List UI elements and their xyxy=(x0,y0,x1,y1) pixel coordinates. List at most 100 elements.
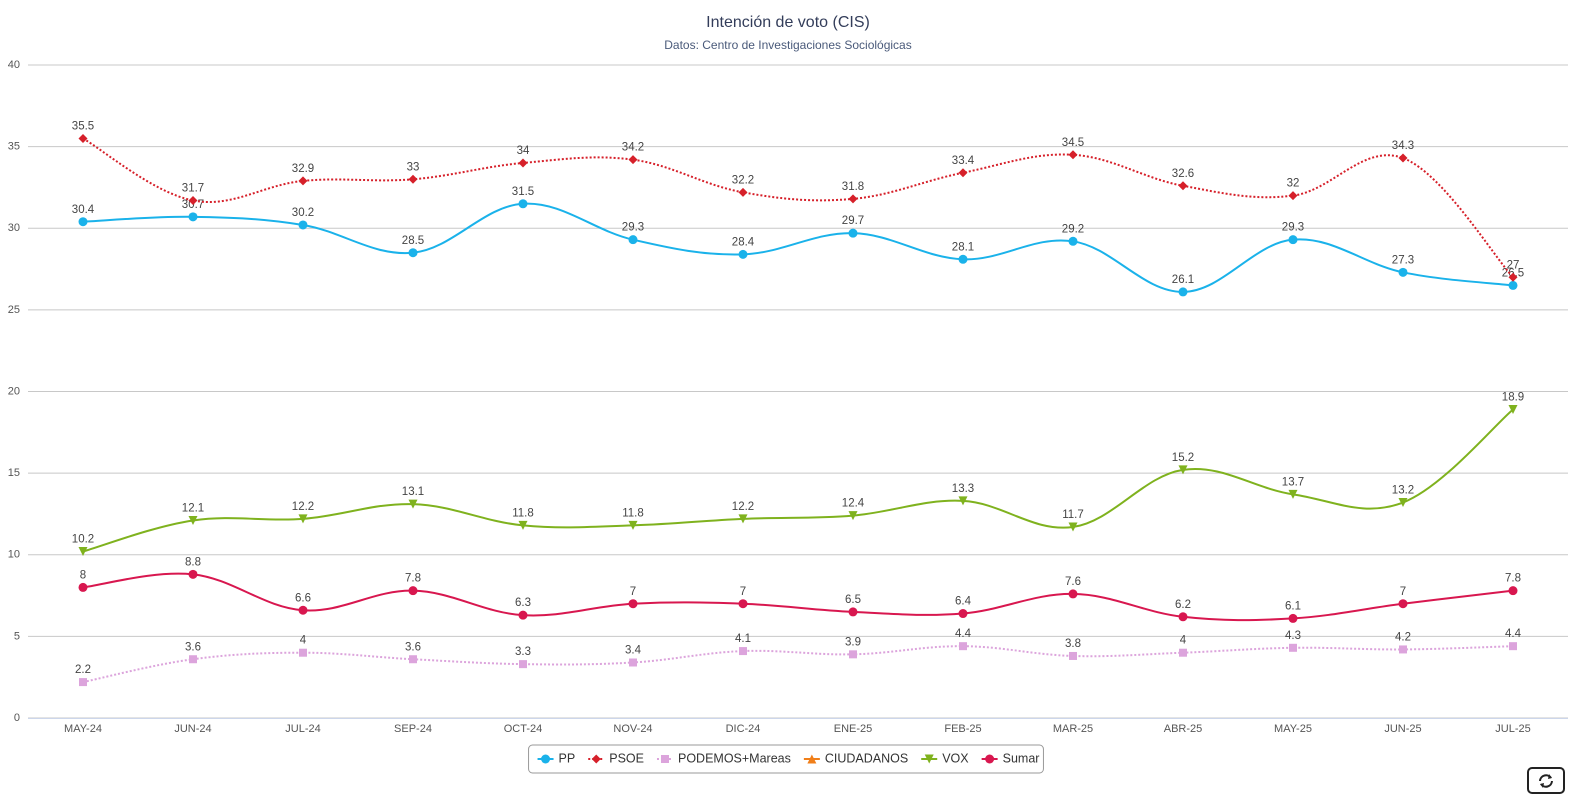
marker xyxy=(1508,586,1518,596)
marker xyxy=(958,609,968,619)
chart-subtitle: Datos: Centro de Investigaciones Socioló… xyxy=(664,38,911,52)
data-label: 7.8 xyxy=(1505,573,1521,585)
data-label: 3.4 xyxy=(625,645,642,657)
marker xyxy=(591,754,601,764)
marker xyxy=(628,520,638,530)
x-tick-label: JUN-24 xyxy=(174,723,211,735)
marker xyxy=(739,647,747,656)
marker xyxy=(409,655,417,664)
x-tick-label: DIC-24 xyxy=(726,723,761,735)
data-label: 13.7 xyxy=(1282,476,1304,488)
legend-item[interactable]: PODEMOS+Mareas xyxy=(656,751,791,765)
data-label: 10.2 xyxy=(72,534,94,546)
x-tick-label: MAY-24 xyxy=(64,723,102,735)
legend: PP PSOE PODEMOS+Mareas CIUDADANOS VOX Sumar xyxy=(528,744,1044,774)
legend-item[interactable]: PSOE xyxy=(588,751,644,765)
data-label: 6.2 xyxy=(1175,599,1191,611)
marker xyxy=(628,235,638,245)
marker xyxy=(738,599,748,609)
marker xyxy=(1068,522,1078,532)
data-label: 6.3 xyxy=(515,597,531,609)
data-label: 11.8 xyxy=(622,507,644,519)
marker xyxy=(299,648,307,657)
marker xyxy=(78,546,88,556)
marker xyxy=(924,754,934,764)
y-tick-label: 25 xyxy=(8,304,20,316)
marker xyxy=(188,212,198,222)
marker xyxy=(738,187,748,197)
marker xyxy=(848,228,858,238)
reload-button[interactable] xyxy=(1527,767,1565,794)
series: 8 8.8 6.6 7.8 6.3 7 7 6.5 6.4 7.6 6.2 6.1 7 7.8 xyxy=(78,556,1521,623)
y-tick-label: 40 xyxy=(8,59,20,71)
marker xyxy=(848,511,858,521)
data-label: 4.1 xyxy=(735,633,751,645)
y-tick-label: 30 xyxy=(8,222,20,234)
data-label: 12.2 xyxy=(732,501,754,513)
data-label: 34.5 xyxy=(1062,137,1084,149)
marker xyxy=(958,496,968,506)
legend-item[interactable]: CIUDADANOS xyxy=(803,751,908,765)
marker xyxy=(541,754,551,764)
x-tick-label: MAY-25 xyxy=(1274,723,1312,735)
marker xyxy=(408,499,418,509)
reload-box[interactable] xyxy=(1527,767,1565,794)
marker xyxy=(188,195,198,205)
data-label: 4.3 xyxy=(1285,630,1301,642)
legend-box xyxy=(528,744,1044,774)
marker xyxy=(1508,272,1518,282)
data-label: 7 xyxy=(630,586,636,598)
marker xyxy=(807,754,817,764)
series-line xyxy=(82,645,1514,684)
data-label: 3.8 xyxy=(1065,638,1081,650)
data-label: 3.6 xyxy=(405,641,421,653)
data-label: 8 xyxy=(80,569,86,581)
data-label: 31.5 xyxy=(512,186,534,198)
data-label: 12.2 xyxy=(292,501,314,513)
marker xyxy=(1288,191,1298,201)
marker xyxy=(848,607,858,617)
marker xyxy=(1178,465,1188,475)
x-tick-label: JUL-25 xyxy=(1495,723,1530,735)
data-label: 33.4 xyxy=(952,155,975,167)
marker xyxy=(848,194,858,204)
legend-item[interactable]: Sumar xyxy=(981,751,1040,765)
data-label: 7 xyxy=(1400,586,1406,598)
data-label: 32 xyxy=(1287,178,1300,190)
data-label: 34.3 xyxy=(1392,140,1414,152)
marker xyxy=(78,217,88,227)
marker xyxy=(1178,612,1188,622)
data-label: 4.4 xyxy=(955,628,972,640)
legend-label: PP xyxy=(559,751,576,765)
data-label: 6.1 xyxy=(1285,600,1301,612)
data-label: 32.9 xyxy=(292,163,314,175)
marker xyxy=(518,199,528,209)
y-tick-label: 10 xyxy=(8,549,20,561)
data-label: 29.7 xyxy=(842,215,864,227)
data-label: 28.4 xyxy=(732,236,755,248)
marker xyxy=(1398,498,1408,508)
data-label: 29.3 xyxy=(1282,222,1304,234)
chart-title: Intención de voto (CIS) xyxy=(706,14,870,31)
x-tick-label: JUN-25 xyxy=(1384,723,1421,735)
data-label: 34 xyxy=(517,145,530,157)
marker xyxy=(298,176,308,186)
series-line xyxy=(82,137,1514,278)
marker xyxy=(985,754,995,764)
data-label: 26.1 xyxy=(1172,274,1194,286)
x-tick-label: FEB-25 xyxy=(944,723,981,735)
x-tick-label: MAR-25 xyxy=(1053,723,1093,735)
legend-item[interactable]: PP xyxy=(537,751,576,765)
data-label: 31.8 xyxy=(842,181,864,193)
marker xyxy=(298,605,308,615)
marker xyxy=(1288,613,1298,623)
data-label: 3.6 xyxy=(185,641,201,653)
data-label: 4.2 xyxy=(1395,631,1411,643)
marker xyxy=(78,582,88,592)
legend-item[interactable]: VOX xyxy=(921,751,969,765)
data-label: 3.3 xyxy=(515,646,531,658)
data-label: 27.3 xyxy=(1392,254,1414,266)
data-label: 4 xyxy=(1180,635,1187,647)
data-label: 28.1 xyxy=(952,241,974,253)
